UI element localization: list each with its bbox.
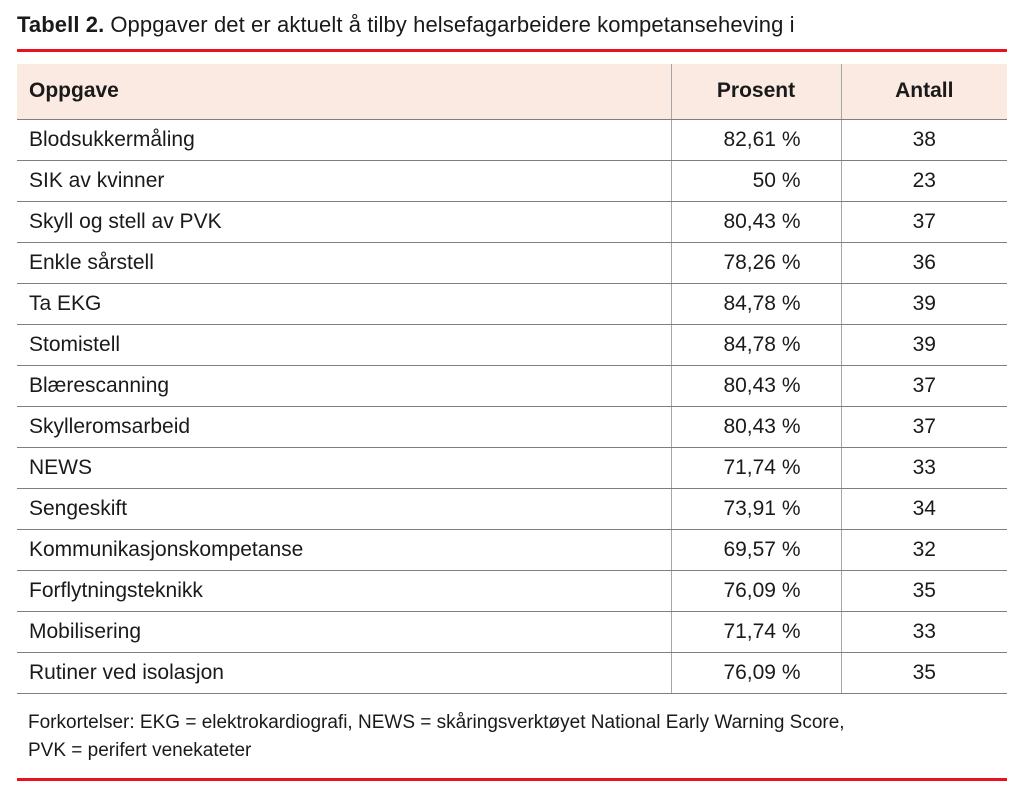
cell-antall: 33 (840, 611, 1007, 653)
table-row: Rutiner ved isolasjon 76,09 % 35 (17, 652, 1007, 694)
abbreviations-footnote: Forkortelser: EKG = elektrokardiografi, … (28, 709, 1007, 765)
cell-prosent: 84,78 % (670, 283, 841, 325)
column-header-prosent: Prosent (670, 64, 841, 120)
table-row: NEWS 71,74 % 33 (17, 447, 1007, 489)
table-row: Mobilisering 71,74 % 33 (17, 611, 1007, 653)
cell-prosent: 76,09 % (670, 570, 841, 612)
cell-oppgave: NEWS (17, 447, 671, 489)
cell-antall: 32 (840, 529, 1007, 571)
bottom-red-rule (17, 777, 1007, 781)
cell-prosent: 80,43 % (670, 201, 841, 243)
table-body: Blodsukkermåling 82,61 % 38 SIK av kvinn… (17, 119, 1007, 694)
cell-oppgave: Forflytningsteknikk (17, 570, 671, 612)
column-header-antall: Antall (840, 64, 1007, 120)
cell-oppgave: Mobilisering (17, 611, 671, 653)
table-row: Blærescanning 80,43 % 37 (17, 365, 1007, 407)
cell-antall: 35 (840, 570, 1007, 612)
cell-prosent: 71,74 % (670, 447, 841, 489)
table-row: Enkle sårstell 78,26 % 36 (17, 242, 1007, 284)
cell-prosent: 73,91 % (670, 488, 841, 530)
table-title-label: Tabell 2. (17, 12, 105, 37)
data-table: Oppgave Prosent Antall Blodsukkermåling … (17, 64, 1007, 694)
table-row: Skyll og stell av PVK 80,43 % 37 (17, 201, 1007, 243)
table-row: Blodsukkermåling 82,61 % 38 (17, 119, 1007, 161)
cell-antall: 39 (840, 283, 1007, 325)
cell-prosent: 80,43 % (670, 365, 841, 407)
table-row: Kommunikasjonskompetanse 69,57 % 32 (17, 529, 1007, 571)
cell-prosent: 76,09 % (670, 652, 841, 694)
footnote-line-2: PVK = perifert venekateter (28, 739, 252, 761)
table-row: Skylleromsarbeid 80,43 % 37 (17, 406, 1007, 448)
cell-oppgave: SIK av kvinner (17, 160, 671, 202)
cell-antall: 34 (840, 488, 1007, 530)
cell-antall: 39 (840, 324, 1007, 366)
cell-oppgave: Blodsukkermåling (17, 119, 671, 161)
cell-prosent: 82,61 % (670, 119, 841, 161)
cell-oppgave: Blærescanning (17, 365, 671, 407)
table-row: Forflytningsteknikk 76,09 % 35 (17, 570, 1007, 612)
table-row: SIK av kvinner 50 % 23 (17, 160, 1007, 202)
cell-prosent: 71,74 % (670, 611, 841, 653)
cell-antall: 36 (840, 242, 1007, 284)
cell-oppgave: Enkle sårstell (17, 242, 671, 284)
cell-antall: 23 (840, 160, 1007, 202)
cell-antall: 37 (840, 201, 1007, 243)
cell-antall: 33 (840, 447, 1007, 489)
cell-antall: 38 (840, 119, 1007, 161)
table-title-text: Oppgaver det er aktuelt å tilby helsefag… (110, 12, 795, 37)
cell-prosent: 80,43 % (670, 406, 841, 448)
cell-oppgave: Skyll og stell av PVK (17, 201, 671, 243)
table-row: Ta EKG 84,78 % 39 (17, 283, 1007, 325)
table-row: Stomistell 84,78 % 39 (17, 324, 1007, 366)
cell-prosent: 69,57 % (670, 529, 841, 571)
cell-oppgave: Ta EKG (17, 283, 671, 325)
footnote-line-1: Forkortelser: EKG = elektrokardiografi, … (28, 711, 845, 733)
cell-oppgave: Skylleromsarbeid (17, 406, 671, 448)
cell-prosent: 84,78 % (670, 324, 841, 366)
cell-prosent: 78,26 % (670, 242, 841, 284)
cell-antall: 37 (840, 365, 1007, 407)
cell-oppgave: Sengeskift (17, 488, 671, 530)
cell-prosent: 50 % (670, 160, 841, 202)
column-header-oppgave: Oppgave (17, 64, 671, 120)
cell-oppgave: Stomistell (17, 324, 671, 366)
cell-antall: 35 (840, 652, 1007, 694)
top-red-rule (17, 49, 1007, 52)
table-row: Sengeskift 73,91 % 34 (17, 488, 1007, 530)
table-title: Tabell 2. Oppgaver det er aktuelt å tilby… (17, 10, 1007, 40)
cell-antall: 37 (840, 406, 1007, 448)
cell-oppgave: Rutiner ved isolasjon (17, 652, 671, 694)
table-header: Oppgave Prosent Antall (17, 64, 1007, 120)
cell-oppgave: Kommunikasjonskompetanse (17, 529, 671, 571)
header-row: Oppgave Prosent Antall (17, 64, 1007, 120)
